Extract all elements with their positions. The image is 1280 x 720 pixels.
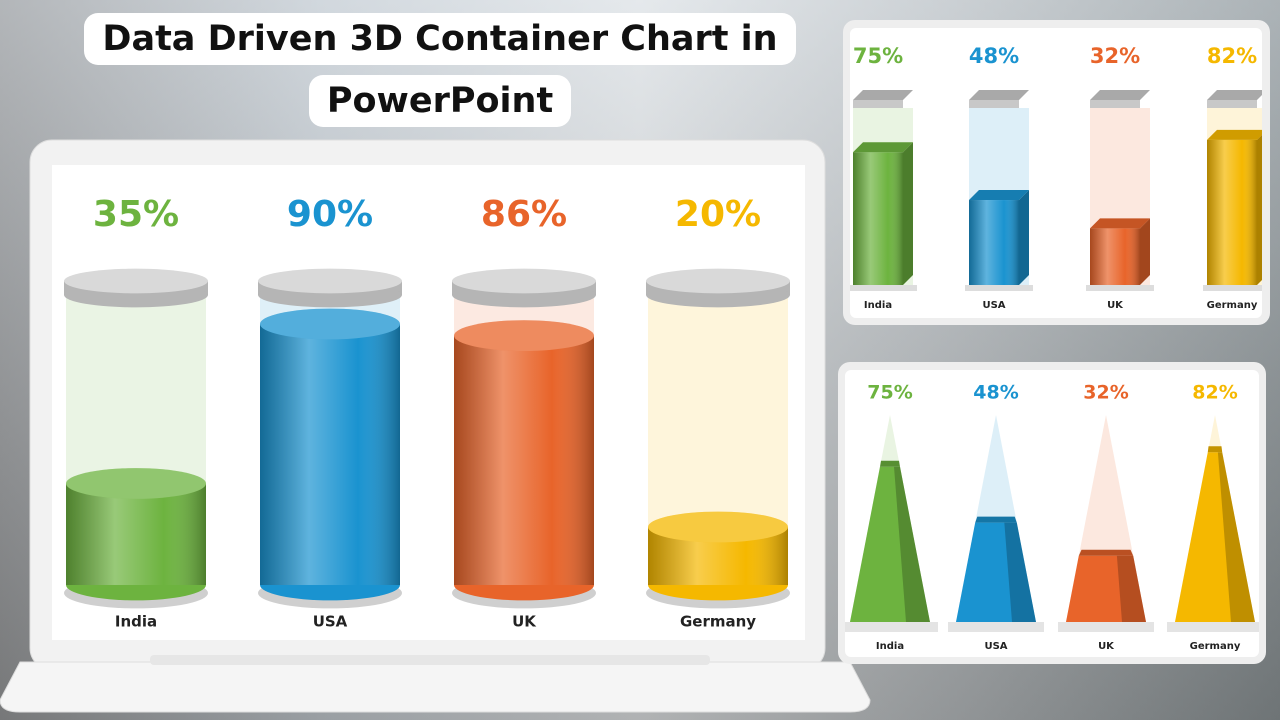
liquid-top [454, 320, 594, 351]
shading [1207, 139, 1257, 285]
base [1058, 622, 1154, 632]
cap-top [1090, 90, 1150, 100]
cap-top [64, 268, 208, 294]
cap-top [1207, 90, 1262, 100]
value-label: 90% [287, 194, 373, 235]
shading [969, 200, 1019, 285]
chart-main: 35% India 90% USA 86% UK 20% Germany [64, 194, 790, 631]
bar-side [1257, 129, 1262, 285]
bar-top [1078, 549, 1134, 556]
bar-side [894, 466, 930, 622]
liquid-top [260, 308, 400, 340]
bar-top [1207, 129, 1262, 140]
base [845, 622, 938, 632]
shading [260, 324, 400, 585]
card-panel [850, 28, 1262, 318]
value-label: 86% [481, 194, 567, 235]
cap-top [853, 90, 913, 100]
bar [850, 466, 930, 622]
bar-side [1116, 555, 1146, 622]
card-panel [845, 370, 1259, 657]
liquid-top-shine [66, 468, 206, 499]
base [1086, 285, 1154, 291]
bar-side [1217, 452, 1255, 622]
category-label: Germany [1207, 300, 1258, 311]
bar-top [853, 142, 913, 153]
cap-front [969, 100, 1019, 108]
liquid-top [648, 511, 788, 543]
category-label: USA [984, 641, 1007, 652]
liquid-top [66, 468, 206, 499]
category-label: Germany [680, 613, 756, 631]
shading [853, 152, 903, 285]
value-label: 82% [1192, 382, 1237, 404]
category-label: UK [1107, 300, 1124, 311]
laptop-base [0, 661, 871, 713]
category-label: UK [1098, 641, 1115, 652]
bar-side [903, 142, 913, 285]
shading [454, 335, 594, 585]
bar-top [975, 516, 1017, 523]
cap-top [452, 268, 596, 294]
chart-boxes: 75% India 48% USA 32% UK 82% Germany [850, 44, 1262, 311]
category-label: UK [512, 613, 537, 631]
category-label: India [876, 641, 904, 652]
bar-top [880, 460, 900, 467]
cap-top [258, 268, 402, 294]
bar-top [1090, 218, 1150, 229]
bar-side [1140, 218, 1150, 285]
cap-front [1090, 100, 1140, 108]
cap-front [1207, 100, 1257, 108]
cap-front [853, 100, 903, 108]
liquid-top-shine [454, 320, 594, 351]
bar-side [1019, 190, 1029, 285]
category-label: India [864, 300, 892, 311]
shading [1090, 228, 1140, 285]
category-label: USA [313, 613, 348, 631]
value-label: 32% [1090, 44, 1140, 68]
value-label: 35% [93, 194, 179, 235]
title: Data Driven 3D Container Chart in PowerP… [84, 13, 796, 127]
category-label: USA [982, 300, 1005, 311]
category-label: India [115, 613, 157, 631]
shading [66, 483, 206, 585]
base [1167, 622, 1259, 632]
value-label: 82% [1207, 44, 1257, 68]
chart-pyramids: 75% India 48% USA 32% UK 82% Germany [845, 382, 1259, 652]
value-label: 32% [1083, 382, 1128, 404]
liquid-top-shine [648, 511, 788, 543]
bar-top [1207, 446, 1223, 453]
bar-top [969, 190, 1029, 201]
base [948, 622, 1044, 632]
cap-top [646, 268, 790, 294]
bar [956, 522, 1036, 622]
value-label: 75% [853, 44, 903, 68]
base [965, 285, 1033, 291]
laptop-hinge [150, 655, 710, 665]
value-label: 48% [973, 382, 1018, 404]
title-box: Data Driven 3D Container Chart in PowerP… [80, 8, 800, 132]
liquid-top-shine [260, 308, 400, 340]
value-label: 20% [675, 194, 761, 235]
base [1203, 285, 1262, 291]
cap-top [969, 90, 1029, 100]
bar [1066, 555, 1146, 622]
base [850, 285, 917, 291]
bar [1175, 452, 1255, 622]
value-label: 75% [867, 382, 912, 404]
category-label: Germany [1190, 641, 1241, 652]
value-label: 48% [969, 44, 1019, 68]
bar-side [1004, 522, 1036, 622]
